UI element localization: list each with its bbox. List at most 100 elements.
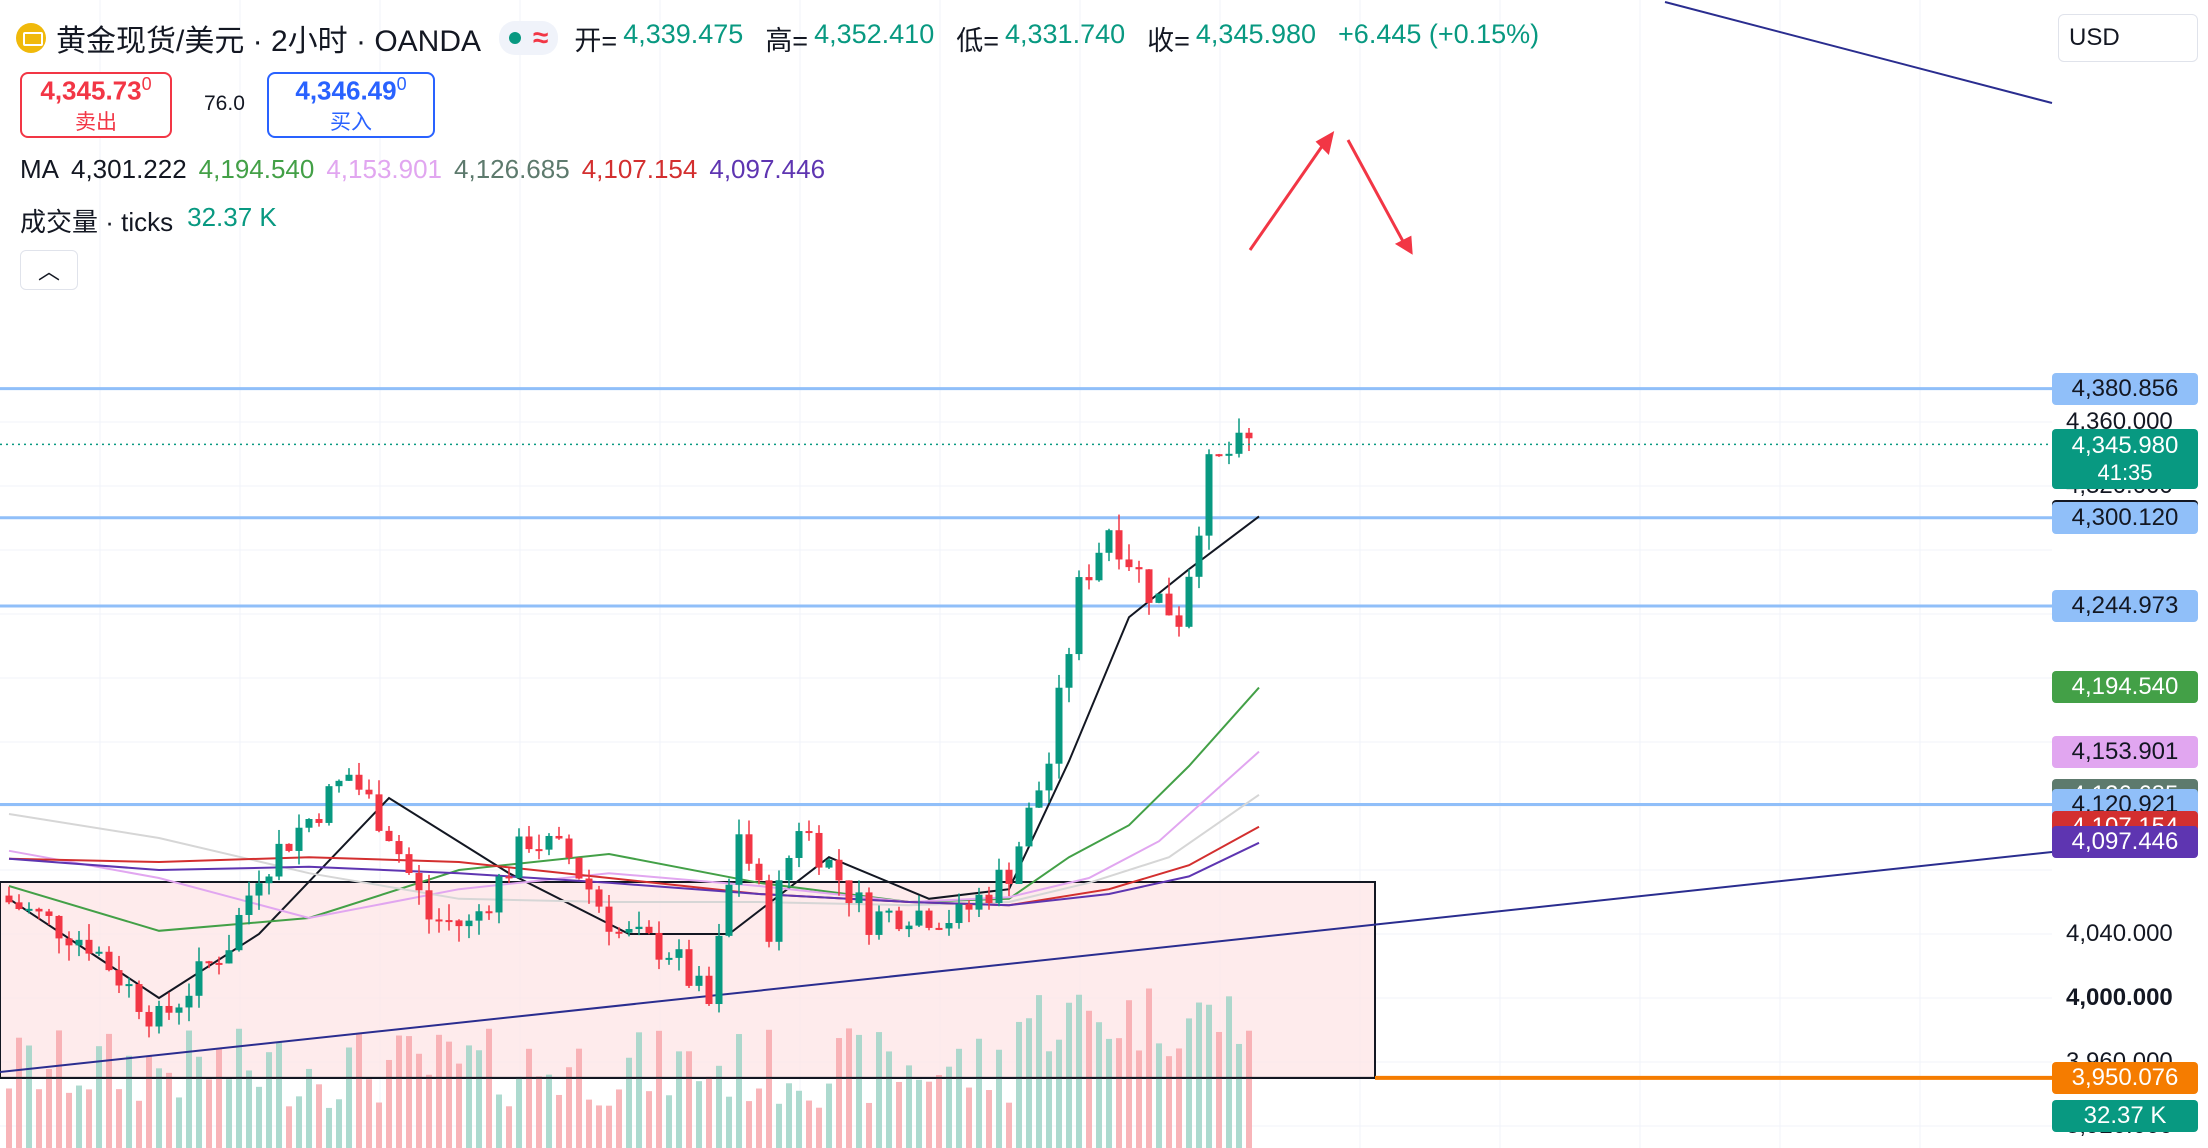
candle <box>105 946 113 972</box>
symbol-title[interactable]: 黄金现货/美元 · 2小时 · OANDA <box>56 25 482 58</box>
candle <box>585 869 593 904</box>
volume-bar <box>1046 1051 1052 1148</box>
price-tick-2: 4,040.000 <box>2066 920 2173 947</box>
candle <box>845 880 853 917</box>
volume-bar <box>986 1090 992 1148</box>
candle <box>385 826 393 842</box>
volume-bar <box>646 1091 652 1148</box>
volume-value: 32.37 K <box>187 202 277 232</box>
candle <box>905 921 913 938</box>
status-pill[interactable]: ≈ <box>499 21 559 55</box>
price-label-3: 4,300.120 <box>2052 501 2198 534</box>
candle <box>165 992 173 1020</box>
volume-bar <box>626 1057 632 1148</box>
candle <box>315 813 323 827</box>
volume-bar <box>1156 1043 1162 1148</box>
candle <box>495 873 503 924</box>
volume-bar <box>36 1089 42 1148</box>
volume-bar <box>66 1092 72 1148</box>
volume-bar <box>146 1056 152 1148</box>
volume-bar <box>246 1070 252 1148</box>
volume-bar <box>166 1072 172 1148</box>
volume-bar <box>756 1088 762 1148</box>
volume-bar <box>236 1028 242 1148</box>
volume-bar <box>716 1065 722 1148</box>
ohlc-values: 开= 4,339.475 高= 4,352.410 低= 4,331.740 收= 4,345… <box>574 19 1555 58</box>
candle <box>565 834 573 865</box>
candle <box>1125 544 1133 571</box>
candle <box>265 874 273 895</box>
candle <box>805 820 813 841</box>
candle <box>85 924 93 961</box>
candle <box>825 858 833 870</box>
candle <box>1005 862 1013 897</box>
sell-button[interactable]: 4,345.730 卖出 <box>20 72 172 138</box>
volume-bar <box>306 1068 312 1148</box>
candle <box>1175 606 1183 637</box>
volume-bar <box>456 1063 462 1148</box>
candle <box>1135 560 1143 583</box>
volume-bar <box>336 1099 342 1148</box>
candle <box>145 1005 153 1038</box>
volume-bar <box>116 1089 122 1148</box>
forecast-arrows <box>1248 131 1413 255</box>
volume-bar <box>586 1099 592 1148</box>
candle <box>305 818 313 833</box>
volume-bar <box>436 1034 442 1148</box>
candle <box>895 906 903 932</box>
candle <box>65 931 73 961</box>
volume-bar <box>556 1094 562 1148</box>
candle <box>225 934 233 964</box>
sell-label: 卖出 <box>75 111 117 135</box>
volume-bar <box>1106 1038 1112 1148</box>
buy-button[interactable]: 4,346.490 买入 <box>267 72 435 138</box>
candle <box>515 828 523 879</box>
volume-legend[interactable]: 成交量 · ticks 32.37 K <box>20 202 277 239</box>
currency-label: USD <box>2069 24 2120 51</box>
currency-selector[interactable]: USD <box>2058 14 2198 62</box>
candle <box>915 895 923 928</box>
volume-bar <box>676 1051 682 1148</box>
ohlc-key-1: 高= <box>765 25 809 56</box>
candle <box>715 923 723 1013</box>
volume-bar <box>516 1076 522 1148</box>
price-tick-3: 4,000.000 <box>2066 984 2173 1011</box>
candle <box>505 867 513 883</box>
volume-bar <box>906 1065 912 1148</box>
candle <box>725 878 733 938</box>
volume-bar <box>1216 1031 1222 1148</box>
volume-bar <box>696 1081 702 1148</box>
candle <box>55 915 63 954</box>
candle <box>25 902 33 914</box>
collapse-legend-button[interactable]: ︿ <box>20 250 78 290</box>
volume-bar <box>396 1035 402 1148</box>
candle <box>835 849 843 896</box>
volume-bar <box>786 1083 792 1148</box>
candle <box>395 835 403 863</box>
candle <box>675 939 683 971</box>
ohlc-key-3: 收= <box>1147 25 1190 56</box>
volume-bar <box>386 1059 392 1148</box>
price-label-0: 4,380.856 <box>2052 372 2198 405</box>
volume-bar <box>86 1089 92 1148</box>
candle <box>45 908 53 925</box>
candle <box>765 874 773 948</box>
volume-bar <box>1026 1018 1032 1148</box>
volume-bar <box>726 1096 732 1148</box>
volume-bar <box>1056 1039 1062 1148</box>
volume-bar <box>286 1106 292 1148</box>
volume-bar <box>76 1085 82 1148</box>
volume-bar <box>106 1033 112 1148</box>
ma-value-3: 4,153.901 <box>326 154 443 184</box>
volume-bar <box>1146 988 1152 1148</box>
ma-value-6: 4,097.446 <box>709 154 826 184</box>
volume-bar <box>6 1088 12 1148</box>
ma-legend[interactable]: MA 4,301.222 4,194.540 4,153.901 4,126.685 4… <box>20 154 825 185</box>
candle <box>195 947 203 1008</box>
volume-bar <box>276 1041 282 1148</box>
price-label-10: 4,097.446 <box>2052 826 2198 859</box>
price-label-1: 4,345.980 41:35 <box>2052 429 2198 490</box>
candle <box>1195 526 1203 589</box>
volume-bar <box>156 1068 162 1148</box>
